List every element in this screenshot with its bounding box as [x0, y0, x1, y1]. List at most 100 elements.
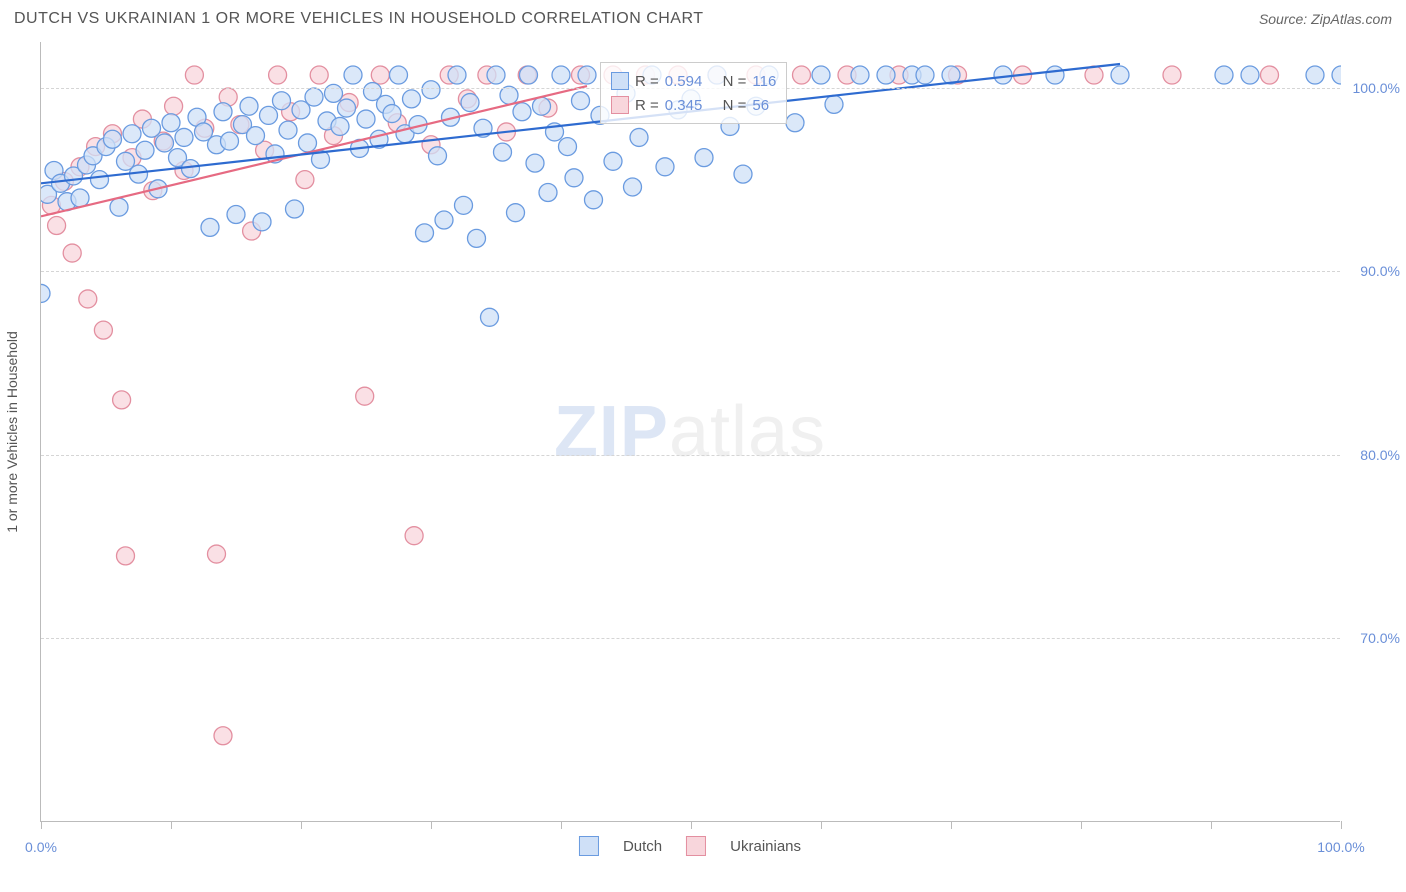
ukrainians-point [269, 66, 287, 84]
dutch-point [383, 105, 401, 123]
stats-row-dutch: R = 0.594 N = 116 [611, 69, 776, 93]
ukrainians-point [79, 290, 97, 308]
dutch-point [162, 114, 180, 132]
x-tick [1081, 821, 1082, 829]
dutch-point [624, 178, 642, 196]
dutch-point [455, 196, 473, 214]
dutch-point [240, 97, 258, 115]
y-axis-title: 1 or more Vehicles in Household [4, 331, 20, 533]
dutch-point [1306, 66, 1324, 84]
dutch-point [279, 121, 297, 139]
dutch-point [695, 149, 713, 167]
dutch-point [559, 138, 577, 156]
ukrainians-point [94, 321, 112, 339]
dutch-point [507, 204, 525, 222]
dutch-point [526, 154, 544, 172]
dutch-point [500, 86, 518, 104]
dutch-point [520, 66, 538, 84]
dutch-point [91, 171, 109, 189]
dutch-point [416, 224, 434, 242]
stats-N-ukr: 56 [752, 97, 769, 114]
x-label-left: 0.0% [25, 839, 57, 855]
dutch-point [260, 106, 278, 124]
y-tick-label: 90.0% [1360, 263, 1400, 279]
stats-R-label2: R = [635, 97, 659, 114]
dutch-point [539, 183, 557, 201]
ukrainians-point [1085, 66, 1103, 84]
dutch-point [422, 81, 440, 99]
dutch-point [851, 66, 869, 84]
dutch-point [734, 165, 752, 183]
dutch-point [1111, 66, 1129, 84]
dutch-point [461, 94, 479, 112]
source-label: Source: ZipAtlas.com [1259, 11, 1392, 27]
dutch-point [812, 66, 830, 84]
dutch-point [305, 88, 323, 106]
header: DUTCH VS UKRAINIAN 1 OR MORE VEHICLES IN… [0, 0, 1406, 34]
swatch-dutch-icon [611, 72, 629, 90]
dutch-point [156, 134, 174, 152]
dutch-point [247, 127, 265, 145]
dutch-point [338, 99, 356, 117]
ukrainians-point [1163, 66, 1181, 84]
ukrainians-point [356, 387, 374, 405]
dutch-point [1332, 66, 1341, 84]
dutch-point [344, 66, 362, 84]
bottom-legend: Dutch Ukrainians [579, 836, 801, 856]
y-tick-label: 80.0% [1360, 447, 1400, 463]
dutch-point [552, 66, 570, 84]
dutch-point [1241, 66, 1259, 84]
x-tick [561, 821, 562, 829]
dutch-point [468, 229, 486, 247]
dutch-point [916, 66, 934, 84]
stats-legend: R = 0.594 N = 116 R = 0.345 N = 56 [600, 62, 787, 124]
y-tick-label: 100.0% [1353, 80, 1400, 96]
dutch-point [1215, 66, 1233, 84]
x-tick [1211, 821, 1212, 829]
ukrainians-point [405, 527, 423, 545]
dutch-point [221, 132, 239, 150]
ukrainians-point [185, 66, 203, 84]
dutch-point [565, 169, 583, 187]
x-tick [301, 821, 302, 829]
ukrainians-point [310, 66, 328, 84]
chart-title: DUTCH VS UKRAINIAN 1 OR MORE VEHICLES IN… [14, 10, 704, 28]
ukrainians-point [214, 727, 232, 745]
dutch-point [71, 189, 89, 207]
ukrainians-point [117, 547, 135, 565]
ukrainians-point [113, 391, 131, 409]
dutch-point [253, 213, 271, 231]
dutch-point [403, 90, 421, 108]
dutch-point [136, 141, 154, 159]
gridline [41, 271, 1340, 272]
gridline [41, 638, 1340, 639]
stats-N-label: N = [723, 73, 747, 90]
x-tick [431, 821, 432, 829]
plot-wrap: ZIPatlas 70.0%80.0%90.0%100.0%0.0%100.0%… [40, 42, 1340, 822]
dutch-point [331, 117, 349, 135]
dutch-point [435, 211, 453, 229]
dutch-point [448, 66, 466, 84]
dutch-point [110, 198, 128, 216]
ukrainians-point [371, 66, 389, 84]
stats-R-dutch: 0.594 [665, 73, 703, 90]
dutch-point [286, 200, 304, 218]
dutch-point [487, 66, 505, 84]
x-tick [821, 821, 822, 829]
dutch-point [41, 284, 50, 302]
dutch-point [182, 160, 200, 178]
ukrainians-point [296, 171, 314, 189]
dutch-point [143, 119, 161, 137]
ukrainians-point [208, 545, 226, 563]
dutch-point [630, 128, 648, 146]
ukrainians-point [165, 97, 183, 115]
dutch-point [214, 103, 232, 121]
dutch-point [494, 143, 512, 161]
dutch-point [656, 158, 674, 176]
stats-row-ukr: R = 0.345 N = 56 [611, 93, 776, 117]
dutch-point [175, 128, 193, 146]
swatch-ukr-bottom-icon [686, 836, 706, 856]
x-tick [171, 821, 172, 829]
x-tick [951, 821, 952, 829]
stats-R-ukr: 0.345 [665, 97, 703, 114]
